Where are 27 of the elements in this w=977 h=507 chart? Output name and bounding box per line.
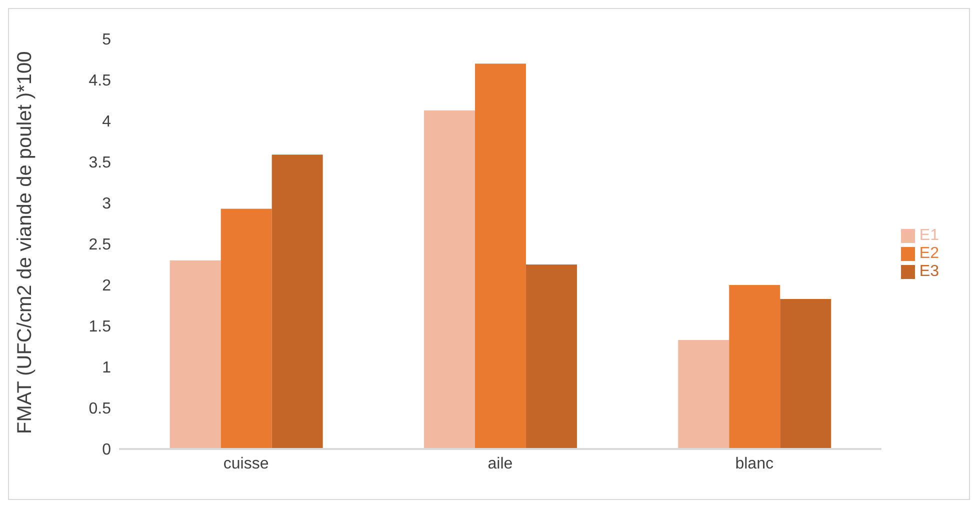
legend-label: E1: [919, 227, 939, 244]
y-tick-label: 2.5: [88, 236, 112, 254]
legend-label: E2: [919, 245, 939, 262]
y-tick-label: 1.5: [88, 318, 112, 336]
y-tick-label: 1: [102, 360, 112, 377]
y-tick-label: 5: [102, 32, 112, 49]
x-tick-label: cuisse: [223, 455, 269, 472]
bar: [272, 154, 323, 449]
y-tick-label: 4.5: [88, 72, 112, 90]
bar: [424, 110, 475, 449]
bar: [729, 285, 780, 449]
bar: [780, 298, 832, 449]
y-axis-title: FMAT (UFC/cm2 de viande de poulet )*100: [14, 51, 36, 434]
y-tick-label: 3: [102, 196, 112, 213]
y-tick-label: 0.5: [88, 400, 112, 418]
bar: [678, 340, 730, 449]
y-tick-label: 0: [102, 442, 112, 459]
bar: [526, 264, 577, 449]
legend-label: E3: [919, 263, 939, 280]
x-tick-label: aile: [488, 455, 513, 472]
y-tick-label: 4: [102, 114, 112, 131]
x-tick-label: blanc: [735, 455, 774, 472]
y-tick-label: 2: [102, 278, 112, 295]
bar: [220, 208, 272, 449]
bar: [474, 64, 526, 449]
bar: [170, 260, 221, 449]
y-tick-label: 3.5: [88, 154, 112, 172]
